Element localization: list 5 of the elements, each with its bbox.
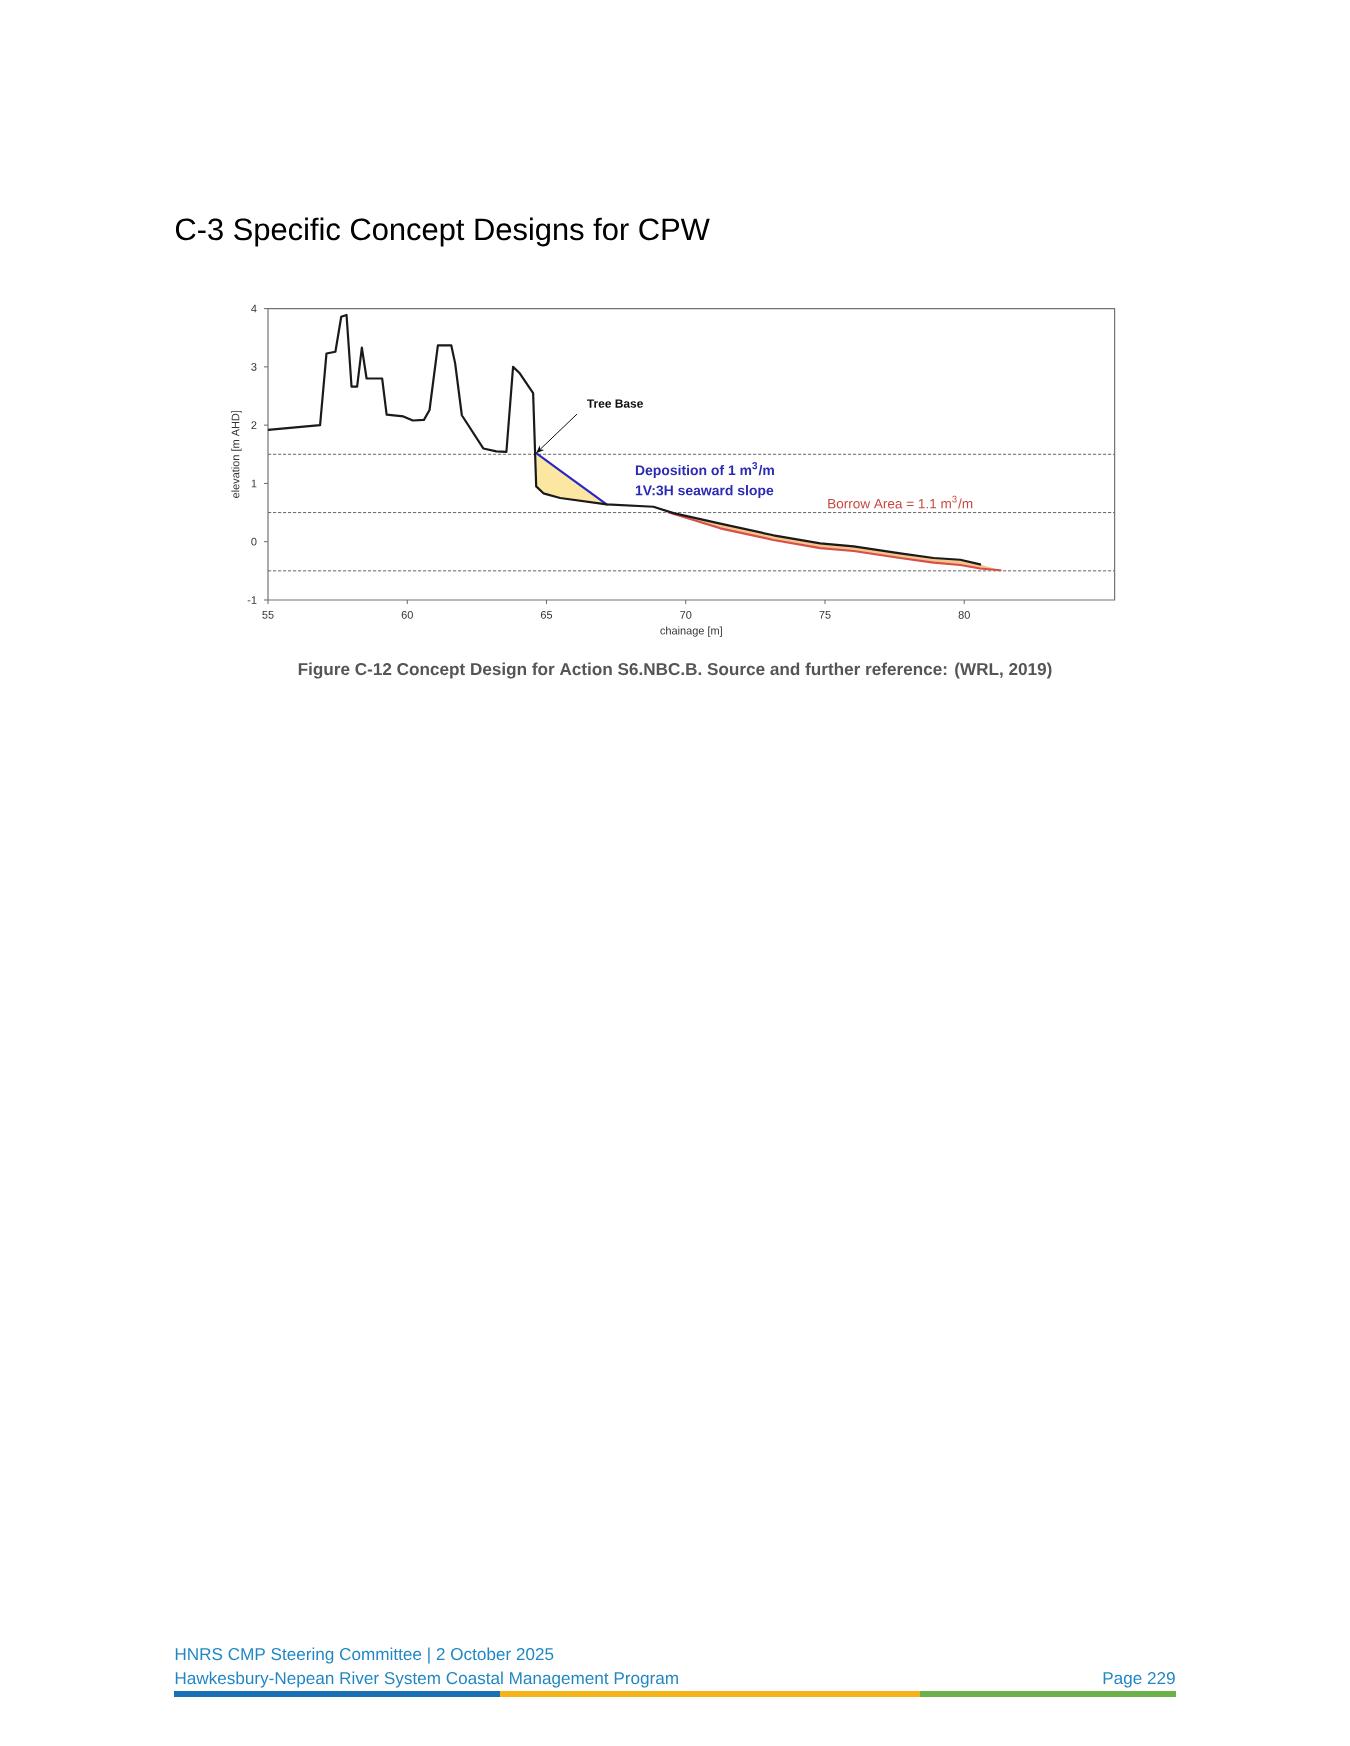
text: HNRS CMP Steering Committee | 2 October 2025 (175, 1647, 554, 1664)
text: Page 229 (1103, 1672, 1175, 1688)
text: Hawkesbury-Nepean River System Coastal Management Program (175, 1671, 678, 1688)
text: Figure C-12 Concept Design for Action S6.NBC.B. Source and further reference: (WRL, 2019) (298, 662, 1052, 679)
chart-title: C-3 Specific Concept Designs for CPW (175, 217, 710, 247)
